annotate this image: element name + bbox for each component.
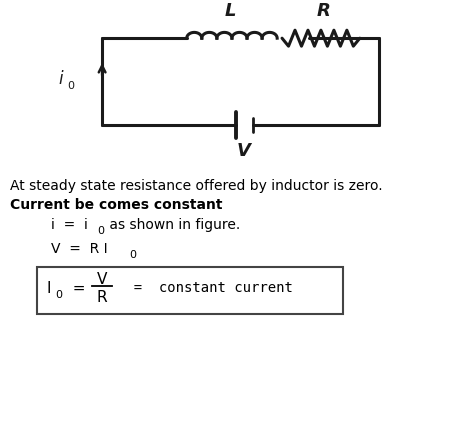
Text: as shown in figure.: as shown in figure. bbox=[105, 217, 240, 231]
Text: 0: 0 bbox=[97, 225, 104, 235]
Text: Current be comes constant: Current be comes constant bbox=[10, 197, 222, 211]
Text: L: L bbox=[225, 2, 236, 20]
Text: 0: 0 bbox=[67, 81, 74, 91]
Text: i  =  i: i = i bbox=[51, 217, 87, 231]
FancyBboxPatch shape bbox=[37, 268, 343, 315]
Text: i: i bbox=[58, 70, 63, 88]
Text: V: V bbox=[236, 141, 250, 160]
Text: I: I bbox=[46, 280, 51, 295]
Text: 0: 0 bbox=[55, 290, 63, 300]
Text: =: = bbox=[63, 280, 95, 295]
Text: V  =  R I: V = R I bbox=[51, 241, 107, 255]
Text: R: R bbox=[97, 289, 108, 304]
Text: =  constant current: = constant current bbox=[117, 281, 292, 295]
Text: At steady state resistance offered by inductor is zero.: At steady state resistance offered by in… bbox=[10, 178, 383, 192]
Text: V: V bbox=[97, 271, 107, 286]
Text: R: R bbox=[317, 2, 331, 20]
Text: 0: 0 bbox=[129, 249, 137, 259]
